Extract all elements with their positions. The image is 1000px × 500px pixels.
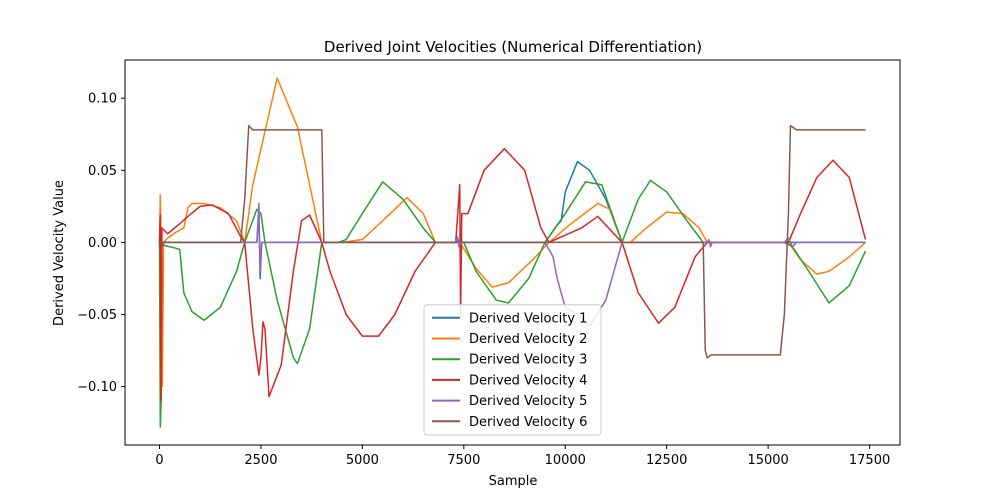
legend-box — [423, 304, 602, 436]
x-tick-label-0: 0 — [155, 453, 163, 468]
x-tick-label-1: 2500 — [244, 453, 277, 468]
y-tick-label-1: −0.05 — [77, 308, 117, 323]
y-tick-label-4: 0.10 — [88, 92, 117, 107]
y-tick-label-0: −0.10 — [77, 380, 117, 395]
x-tick-label-3: 7500 — [447, 453, 480, 468]
series-line-6 — [159, 124, 866, 359]
chart-title: Derived Joint Velocities (Numerical Diff… — [324, 38, 702, 56]
plot-area: 0 2500 5000 7500 10000 12500 15000 17500 −0.10 −0… — [77, 59, 901, 468]
x-tick-label-2: 5000 — [346, 453, 379, 468]
series-line-4 — [158, 147, 867, 402]
y-tick-label-3: 0.05 — [88, 164, 117, 179]
x-tick-label-5: 12500 — [646, 453, 687, 468]
legend-label-4: Derived Velocity 4 — [469, 373, 587, 388]
series-line-3 — [158, 179, 867, 428]
legend-label-6: Derived Velocity 6 — [469, 415, 587, 430]
y-axis-label: Derived Velocity Value — [52, 180, 67, 326]
x-axis-label: Sample — [489, 474, 538, 489]
legend-label-5: Derived Velocity 5 — [469, 394, 587, 409]
x-tick-label-4: 10000 — [545, 453, 586, 468]
axes-frame — [124, 59, 901, 446]
x-tick-label-7: 17500 — [849, 453, 890, 468]
legend-label-3: Derived Velocity 3 — [469, 353, 587, 368]
legend-label-2: Derived Velocity 2 — [469, 332, 587, 347]
x-tick-label-6: 15000 — [747, 453, 788, 468]
y-tick-label-2: 0.00 — [88, 236, 117, 251]
legend-label-1: Derived Velocity 1 — [469, 311, 587, 326]
